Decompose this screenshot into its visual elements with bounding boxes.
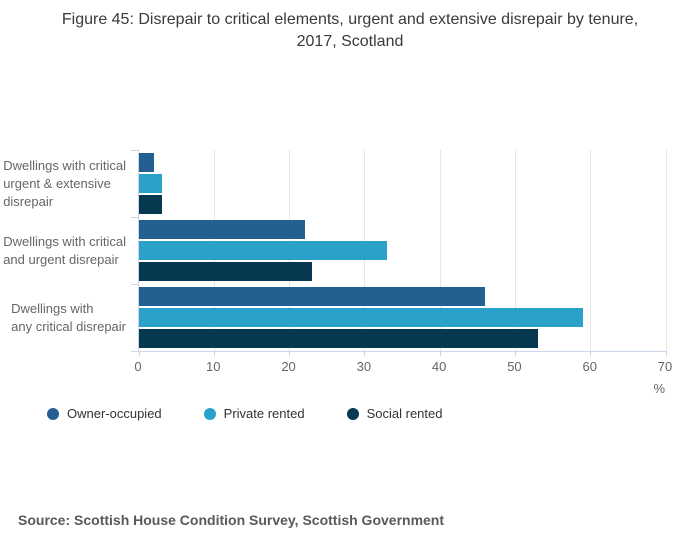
- legend-marker-icon: [346, 407, 359, 420]
- x-axis-tick: [213, 351, 215, 356]
- bar-private-rented-cat2[interactable]: [139, 308, 584, 327]
- bar-social-rented-cat2[interactable]: [139, 329, 538, 348]
- x-tick-label-40: 40: [431, 359, 447, 374]
- x-axis-tick: [514, 351, 516, 356]
- legend-item-private-rented[interactable]: Private rented: [203, 406, 305, 421]
- x-tick-label-50: 50: [507, 359, 522, 374]
- y-axis-tick: [131, 351, 139, 352]
- gridline-40: [439, 150, 441, 351]
- legend-label: Owner-occupied: [67, 406, 162, 421]
- x-axis-tick: [138, 351, 140, 356]
- gridline-50: [514, 150, 516, 351]
- chart-title: Figure 45: Disrepair to critical element…: [61, 11, 639, 50]
- bar-owner-occupied-cat2[interactable]: [139, 287, 486, 306]
- bar-private-rented-cat1[interactable]: [139, 241, 388, 260]
- legend-item-social-rented[interactable]: Social rented: [346, 406, 443, 421]
- legend-item-owner-occupied[interactable]: Owner-occupied: [47, 406, 162, 421]
- bar-social-rented-cat0[interactable]: [139, 195, 162, 214]
- legend-label: Private rented: [223, 406, 305, 421]
- legend-marker-icon: [203, 407, 216, 420]
- x-axis-tick: [665, 351, 667, 356]
- x-tick-label-70: 70: [657, 359, 673, 374]
- source-note: Source: Scottish House Condition Survey,…: [18, 512, 445, 528]
- x-axis-tick: [289, 351, 291, 356]
- x-axis-unit: %: [653, 381, 665, 396]
- gridline-60: [590, 150, 592, 351]
- gridline-70: [665, 150, 667, 351]
- x-tick-label-60: 60: [582, 359, 597, 374]
- x-axis-tick: [439, 351, 441, 356]
- bar-private-rented-cat0[interactable]: [139, 174, 162, 193]
- x-tick-label-10: 10: [206, 359, 221, 374]
- category-label-1: Dwellings with critical and urgent disre…: [3, 233, 126, 267]
- category-label-2: Dwellings with any critical disrepair: [11, 300, 126, 334]
- y-axis-tick: [131, 150, 139, 151]
- legend-label: Social rented: [366, 406, 443, 421]
- bar-social-rented-cat1[interactable]: [139, 262, 313, 281]
- x-axis-tick: [590, 351, 592, 356]
- x-tick-label-20: 20: [281, 359, 296, 374]
- category-label-0: Dwellings with critical urgent & extensi…: [3, 157, 126, 209]
- x-axis-tick: [364, 351, 366, 356]
- bar-owner-occupied-cat0[interactable]: [139, 153, 155, 172]
- x-tick-label-30: 30: [356, 359, 372, 374]
- legend: Owner-occupied Private rented Social rente…: [47, 406, 442, 421]
- y-axis-tick: [131, 217, 139, 218]
- bar-owner-occupied-cat1[interactable]: [139, 220, 305, 239]
- plot-area: [131, 150, 667, 356]
- y-axis-tick: [131, 284, 139, 285]
- x-tick-label-0: 0: [134, 359, 142, 374]
- legend-marker-icon: [47, 407, 59, 420]
